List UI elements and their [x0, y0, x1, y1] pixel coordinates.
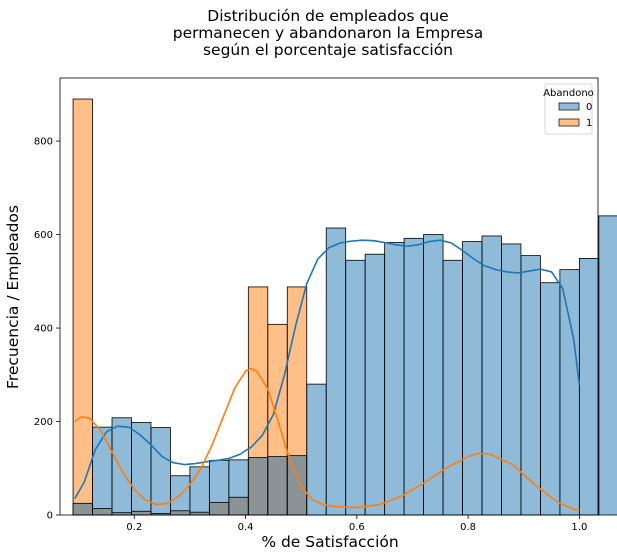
histogram-bar-0 [209, 460, 229, 503]
histogram-bar-0 [326, 228, 346, 515]
histogram-bar-0 [404, 238, 424, 516]
legend-label-0: 0 [586, 102, 592, 113]
histogram-bar-overlap [228, 497, 249, 515]
histogram-bar-0 [170, 475, 190, 511]
histogram-bar-0 [443, 260, 463, 515]
histogram-bar-overlap [209, 502, 229, 515]
histogram-bar-overlap [92, 508, 113, 515]
legend-label-1: 1 [586, 118, 592, 129]
histogram-bar-1 [73, 99, 93, 504]
histogram-bar-overlap [73, 503, 93, 515]
y-axis-ticks: 0 200 400 600 800 [34, 137, 60, 522]
histogram-bar-0 [501, 243, 521, 515]
x-tick-label: 0.8 [460, 522, 476, 533]
histogram-bar-0 [189, 466, 210, 513]
bars-layer [72, 98, 617, 516]
x-tick-label: 0.6 [349, 522, 365, 533]
histogram-bar-0 [481, 235, 502, 515]
histogram-bar-0 [131, 422, 151, 512]
histogram-bar-0 [112, 417, 132, 513]
legend-title: Abandono [543, 88, 594, 99]
histogram-bar-overlap [112, 512, 132, 515]
histogram-bar-overlap [267, 456, 288, 515]
histogram-bar-0 [384, 242, 405, 516]
histogram-bar-0 [520, 255, 541, 515]
x-tick-label: 0.2 [126, 522, 142, 533]
x-tick-label: 1.0 [571, 522, 587, 533]
histogram-bar-overlap [150, 513, 171, 515]
histogram-bar-0 [540, 282, 560, 515]
histogram-bar-overlap [189, 512, 210, 515]
histogram-bar-0 [559, 269, 580, 515]
y-tick-label: 200 [34, 417, 53, 428]
plot-frame [59, 77, 599, 516]
title-line-3: según el porcentaje satisfacción [203, 41, 453, 59]
title-line-1: Distribución de empleados que [207, 7, 448, 25]
histogram-bar-0 [579, 258, 599, 515]
y-tick-label: 800 [34, 137, 53, 148]
legend-swatch-1 [558, 118, 580, 127]
y-tick-label: 0 [47, 511, 53, 522]
histogram-bar-0 [150, 427, 171, 514]
histogram-bar-0 [598, 215, 617, 515]
histogram-bar-overlap [131, 511, 151, 515]
histogram-bar-0 [423, 234, 444, 515]
x-axis-ticks: 0.2 0.4 0.6 0.8 1.0 [126, 515, 587, 533]
y-axis-label: Frecuencia / Empleados [4, 205, 22, 389]
histogram-bar-overlap [248, 457, 268, 515]
histogram-bar-1 [287, 286, 307, 456]
x-axis-label: % de Satisfacción [261, 533, 398, 551]
title-line-2: permanecen y abandonaron la Empresa [173, 24, 484, 42]
histogram-bar-0 [306, 384, 327, 515]
histogram-bar-outline-0 [598, 215, 617, 516]
histogram-bar-0 [228, 459, 249, 498]
histogram-bar-0 [365, 254, 385, 515]
legend: Abandono 0 1 [543, 83, 594, 135]
histogram-bar-0 [345, 260, 366, 515]
histogram-bar-overlap [170, 510, 190, 515]
chart-title: Distribución de empleados que permanecen… [173, 7, 484, 59]
kde-layer [74, 239, 581, 512]
histogram-bar-overlap [287, 455, 307, 515]
kde-line-1 [74, 367, 580, 512]
y-tick-label: 400 [34, 324, 53, 335]
kde-line-0 [74, 239, 581, 500]
histogram-bar-0 [462, 241, 482, 515]
histogram-bar-1 [267, 324, 288, 457]
x-tick-label: 0.4 [238, 522, 254, 533]
y-tick-label: 600 [34, 230, 53, 241]
legend-swatch-0 [558, 102, 580, 111]
